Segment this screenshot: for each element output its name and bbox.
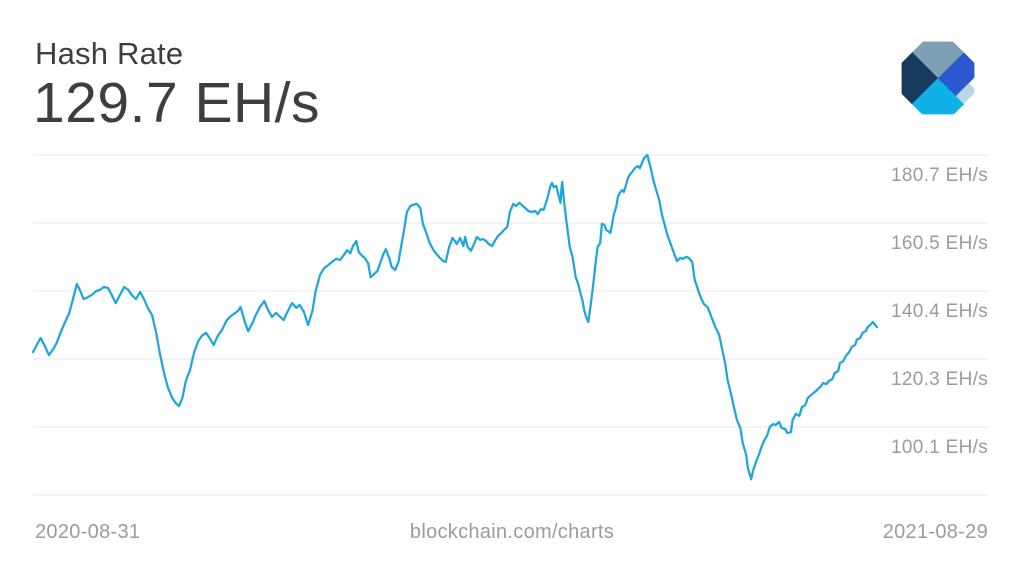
y-axis-tick-label: 120.3 EH/s (891, 369, 988, 390)
logo-tile-light (955, 83, 975, 104)
y-axis-tick-label: 180.7 EH/s (891, 165, 988, 186)
y-axis-tick-label: 160.5 EH/s (891, 233, 988, 254)
page-title: Hash Rate (35, 36, 184, 71)
hash-rate-series-line[interactable] (31, 153, 879, 481)
current-value: 129.7 EH/s (33, 71, 320, 135)
x-axis-end-date: 2021-08-29 (882, 521, 988, 543)
blockchain-logo-icon (901, 41, 975, 115)
y-axis-tick-label: 140.4 EH/s (891, 301, 988, 322)
logo-tile-royal (938, 52, 975, 97)
x-axis-start-date: 2020-08-31 (35, 521, 141, 543)
y-axis-tick-label: 100.1 EH/s (891, 437, 988, 458)
watermark: blockchain.com/charts (409, 521, 615, 543)
